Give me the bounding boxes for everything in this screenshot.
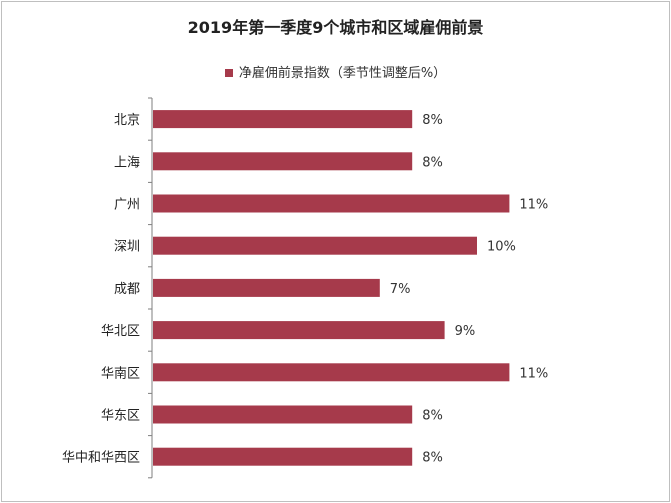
bar <box>153 363 510 382</box>
value-label: 7% <box>390 282 411 297</box>
bar <box>153 321 445 340</box>
category-label: 北京 <box>114 113 140 128</box>
category-label: 华东区 <box>101 409 140 424</box>
bar <box>153 447 413 466</box>
value-label: 8% <box>422 409 443 424</box>
value-label: 8% <box>422 155 443 170</box>
category-label: 华中和华西区 <box>62 451 140 466</box>
bar <box>153 236 477 255</box>
value-label: 11% <box>519 198 548 213</box>
bar <box>153 194 510 213</box>
category-label: 华南区 <box>101 365 140 381</box>
value-label: 8% <box>422 113 443 128</box>
category-label: 广州 <box>114 198 140 213</box>
value-label: 10% <box>487 240 516 255</box>
bar <box>153 405 413 424</box>
legend-label: 净雇佣前景指数（季节性调整后%） <box>238 66 447 81</box>
chart-legend: 净雇佣前景指数（季节性调整后%） <box>0 62 671 81</box>
value-label: 11% <box>519 366 548 381</box>
value-label: 9% <box>455 324 476 339</box>
bar <box>153 278 380 297</box>
legend-swatch <box>224 68 233 77</box>
category-label: 上海 <box>114 155 140 170</box>
category-label: 深圳 <box>114 240 140 255</box>
chart-title: 2019年第一季度9个城市和区域雇佣前景 <box>187 18 484 37</box>
category-label: 成都 <box>114 282 140 297</box>
value-label: 8% <box>422 451 443 466</box>
category-label: 华北区 <box>101 324 140 339</box>
bar <box>153 110 413 129</box>
bar <box>153 152 413 171</box>
